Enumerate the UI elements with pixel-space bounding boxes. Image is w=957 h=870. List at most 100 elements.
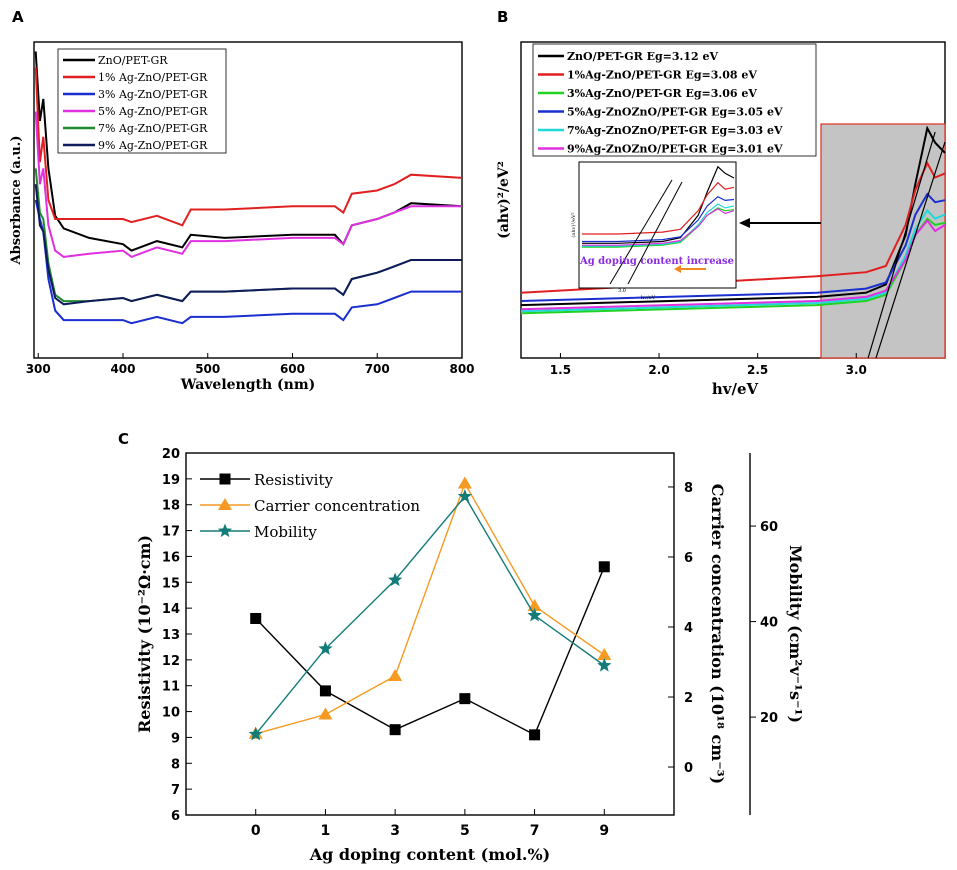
c-series-line xyxy=(255,481,605,735)
panel-b-label: B xyxy=(497,8,508,26)
c-series-line xyxy=(255,495,605,735)
panel-a-xlabel: Wavelength (nm) xyxy=(180,377,316,393)
inset-tangent-2 xyxy=(627,181,683,285)
c-marker-square xyxy=(250,612,262,624)
c-right1-tick-label: 4 xyxy=(684,621,693,636)
mobility-axis-label: Mobility (cm²v⁻¹s⁻¹) xyxy=(786,545,805,723)
c-marker-star xyxy=(388,572,403,587)
inset-arrow-head xyxy=(674,265,681,273)
c-x-tick-label: 1 xyxy=(321,823,331,839)
c-right1-tick-label: 2 xyxy=(684,691,693,706)
b-legend-label: 7%Ag-ZnOZnO/PET-GR Eg=3.03 eV xyxy=(567,124,783,137)
inset-series-line xyxy=(582,195,735,243)
panel-a-ylabel: Absorbance (a.u.) xyxy=(9,136,24,266)
c-marker-triangle xyxy=(527,598,542,611)
panel-c-legend: Resistivity Carrier concentration Mobility xyxy=(200,471,420,541)
c-left-tick-label: 19 xyxy=(162,473,180,488)
resistivity-axis-label: Resistivity (10⁻²Ω·cm) xyxy=(135,535,154,733)
a-legend-label: 3% Ag-ZnO/PET-GR xyxy=(98,88,208,101)
c-marker-triangle xyxy=(218,498,232,510)
c-marker-star xyxy=(217,523,233,538)
c-left-tick-label: 8 xyxy=(171,757,180,772)
c-left-tick-label: 18 xyxy=(162,499,180,514)
c-legend-label: Carrier concentration xyxy=(254,497,420,515)
a-tick-label: 600 xyxy=(280,362,305,376)
b-series-line xyxy=(520,160,946,294)
c-x-tick-label: 7 xyxy=(530,823,540,839)
b-tick-label: 2.5 xyxy=(747,363,768,377)
c-left-tick-label: 11 xyxy=(162,680,180,695)
panel-b-x-ticks: 1.5 2.0 2.5 3.0 xyxy=(550,353,867,377)
panel-a-legend-box xyxy=(57,48,227,154)
b-series-line xyxy=(520,192,946,302)
c-marker-star xyxy=(527,607,542,622)
a-tick-label: 400 xyxy=(110,362,135,376)
c-series-line xyxy=(255,566,605,736)
panel-a-x-ticks: 300 400 500 600 700 800 xyxy=(26,353,475,376)
c-marker-square xyxy=(529,729,541,741)
b-series-line xyxy=(520,125,946,307)
c-left-tick-label: 10 xyxy=(162,706,180,721)
c-right2-tick-label: 20 xyxy=(760,711,778,726)
panel-b: 1.5 2.0 2.5 3.0 hv/eV (ahv)²/eV² ZnO/PET-GR… xyxy=(496,41,946,398)
panel-b-ylabel: (ahv)²/eV² xyxy=(496,161,512,239)
b-legend-label: 1%Ag-ZnO/PET-GR Eg=3.08 eV xyxy=(567,69,757,82)
panel-a: 300 400 500 600 700 800 Wavelength (nm) Absor… xyxy=(9,41,475,393)
a-series-line xyxy=(34,111,462,259)
inset-tick: 3.0 xyxy=(618,288,626,294)
panel-a-series xyxy=(34,51,463,325)
panel-b-xlabel: hv/eV xyxy=(712,380,759,398)
a-legend-label: ZnO/PET-GR xyxy=(98,54,168,67)
panel-c-label: C xyxy=(118,430,129,448)
b-legend-label: 3%Ag-ZnO/PET-GR Eg=3.06 eV xyxy=(567,87,757,100)
c-marker-triangle xyxy=(318,707,333,720)
a-series-line xyxy=(34,67,463,227)
b-legend-label: ZnO/PET-GR Eg=3.12 eV xyxy=(567,50,718,63)
a-tick-label: 300 xyxy=(26,362,51,376)
c-right2-tick-label: 40 xyxy=(760,616,778,631)
c-legend-label: Mobility xyxy=(254,523,317,541)
panel-a-label: A xyxy=(12,8,24,26)
inset-series-line xyxy=(582,208,735,246)
c-marker-triangle xyxy=(597,648,612,661)
panel-b-legend: ZnO/PET-GR Eg=3.12 eV 1%Ag-ZnO/PET-GR Eg=… xyxy=(532,43,817,157)
carrier-axis-label: Carrier concentration (10¹⁸ cm⁻³) xyxy=(708,484,727,784)
inset-xlabel: hv/eV xyxy=(641,295,656,301)
b-tangent-line xyxy=(867,131,936,359)
b-tick-label: 1.5 xyxy=(550,363,571,377)
a-tick-label: 500 xyxy=(195,362,220,376)
a-legend-label: 1% Ag-ZnO/PET-GR xyxy=(98,71,208,84)
c-marker-square xyxy=(389,724,401,736)
panel-b-inset: (ahv)²/eV² hv/eV 3.0 Ag doping content i… xyxy=(570,161,737,301)
inset-ylabel: (ahv)²/eV² xyxy=(570,212,577,237)
b-tick-label: 2.0 xyxy=(648,363,669,377)
inset-frame xyxy=(578,161,737,289)
callout-arrow-head xyxy=(739,218,750,228)
c-marker-star xyxy=(457,489,472,503)
panel-c-series xyxy=(248,476,612,741)
panel-c-xlabel: Ag doping content (mol.%) xyxy=(309,845,551,864)
c-right2-tick-label: 60 xyxy=(760,520,778,535)
c-left-tick-label: 20 xyxy=(162,447,180,462)
c-x-tick-label: 5 xyxy=(460,823,470,839)
a-tick-label: 800 xyxy=(449,362,474,376)
c-right1-tick-label: 8 xyxy=(684,481,693,496)
c-marker-triangle xyxy=(388,669,403,682)
a-legend-label: 7% Ag-ZnO/PET-GR xyxy=(98,122,208,135)
inset-tangent-1 xyxy=(609,179,673,285)
b-legend-label: 9%Ag-ZnOZnO/PET-GR Eg=3.01 eV xyxy=(567,143,783,156)
b-tangent-line xyxy=(875,141,946,359)
a-tick-label: 700 xyxy=(365,362,390,376)
c-marker-square xyxy=(598,561,610,573)
c-left-tick-label: 13 xyxy=(162,628,180,643)
c-left-tick-label: 12 xyxy=(162,654,180,669)
a-series-line xyxy=(34,199,462,325)
c-x-tick-label: 3 xyxy=(390,823,400,839)
c-marker-square xyxy=(219,473,231,485)
b-legend-label: 5%Ag-ZnOZnO/PET-GR Eg=3.05 eV xyxy=(567,106,783,119)
c-marker-star xyxy=(597,658,612,672)
panel-a-legend: ZnO/PET-GR 1% Ag-ZnO/PET-GR 3% Ag-ZnO/PET-… xyxy=(57,48,227,154)
inset-series-line xyxy=(582,181,735,235)
c-legend-label: Resistivity xyxy=(254,471,333,489)
c-marker-triangle xyxy=(457,476,472,489)
